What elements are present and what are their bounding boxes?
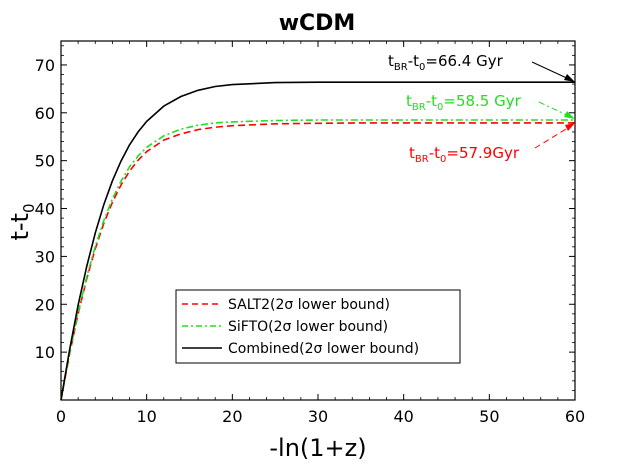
annotation-combined-sub2: 0 xyxy=(419,62,425,73)
y-tick-label: 20 xyxy=(35,295,55,314)
y-axis-label-sub: 0 xyxy=(20,203,38,213)
series-layer xyxy=(60,81,575,401)
y-tick-label: 60 xyxy=(35,104,55,123)
annotation-salt2-mid: -t xyxy=(429,144,440,162)
annotation-salt2-sub1: BR xyxy=(415,154,429,165)
annotation-combined-arrowhead xyxy=(564,74,575,82)
y-tick-label: 50 xyxy=(35,152,55,171)
x-tick-label: 60 xyxy=(565,407,585,426)
x-tick-label: 0 xyxy=(56,407,66,426)
legend-label-sifto: SiFTO(2σ lower bound) xyxy=(228,319,388,335)
legend: SALT2(2σ lower bound) SiFTO(2σ lower bou… xyxy=(175,289,461,364)
legend-label-combined: Combined(2σ lower bound) xyxy=(228,341,419,357)
annotation-salt2-value: =57.9Gyr xyxy=(446,144,519,162)
ticks-layer: 0 10 20 30 40 50 60 10 20 30 40 50 60 70 xyxy=(35,41,585,426)
annotation-salt2: tBR-t0=57.9Gyr xyxy=(409,144,520,165)
x-tick-label: 10 xyxy=(136,407,156,426)
annotation-salt2-prefix: t xyxy=(409,144,415,162)
chart-title: wCDM xyxy=(279,11,356,36)
annotation-combined-prefix: t xyxy=(388,52,394,70)
x-tick-label: 40 xyxy=(393,407,413,426)
y-tick-label: 70 xyxy=(35,56,55,75)
annotation-sifto-prefix: t xyxy=(406,92,412,110)
x-tick-label: 20 xyxy=(222,407,242,426)
annotation-combined-arrow xyxy=(531,61,572,81)
annotation-salt2-sub2: 0 xyxy=(440,154,446,165)
annotation-sifto: tBR-t0=58.5 Gyr xyxy=(406,92,522,113)
annotation-combined-mid: -t xyxy=(408,52,419,70)
x-tick-label: 30 xyxy=(308,407,328,426)
y-tick-label: 10 xyxy=(35,343,55,362)
annotation-combined-value: =66.4 Gyr xyxy=(425,52,503,70)
annotation-sifto-arrowhead xyxy=(564,111,575,119)
annotation-combined: tBR-t0=66.4 Gyr xyxy=(388,52,504,73)
y-axis-label: t-t0 xyxy=(6,203,38,240)
annotation-sifto-mid: -t xyxy=(426,92,437,110)
annotation-salt2-arrowhead xyxy=(565,123,575,131)
series-line-sifto xyxy=(60,119,575,401)
y-axis-label-main: t-t xyxy=(6,213,34,240)
y-tick-label: 30 xyxy=(35,247,55,266)
annotation-combined-sub1: BR xyxy=(394,62,408,73)
annotation-sifto-sub2: 0 xyxy=(437,102,443,113)
series-line-combined xyxy=(60,81,575,401)
x-tick-label: 50 xyxy=(479,407,499,426)
x-axis-label: -ln(1+z) xyxy=(269,434,366,462)
legend-label-salt2: SALT2(2σ lower bound) xyxy=(228,297,390,313)
legend-box xyxy=(175,289,461,364)
y-tick-label: 40 xyxy=(35,200,55,219)
annotation-sifto-sub1: BR xyxy=(412,102,426,113)
annotation-sifto-value: =58.5 Gyr xyxy=(443,92,521,110)
annotation-salt2-arrow xyxy=(534,125,572,149)
